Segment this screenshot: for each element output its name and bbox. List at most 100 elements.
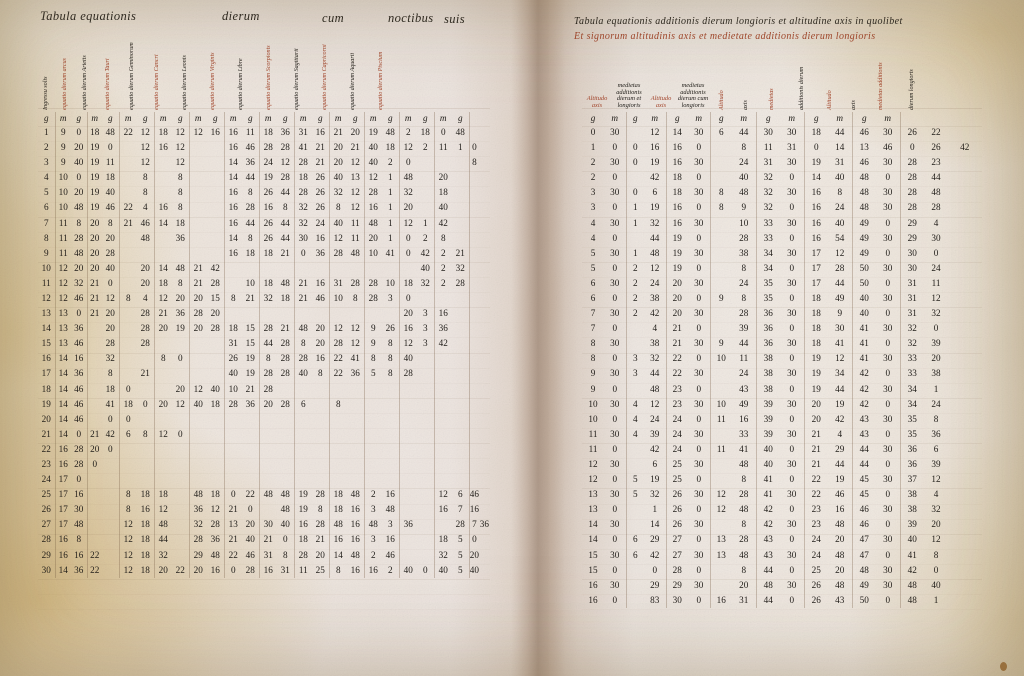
table-cell: 10: [716, 353, 726, 364]
table-cell: [710, 563, 732, 578]
table-cell: [452, 321, 470, 337]
table-cell: 44: [732, 336, 757, 352]
table-cell: 18: [102, 170, 120, 186]
table-cell: 47: [859, 549, 869, 560]
table-cell: 32: [102, 351, 120, 367]
table-cell: [347, 441, 365, 458]
right-column-headers: Altitudo axis medietas additionis dierum …: [582, 42, 982, 110]
table-cell: 18: [333, 504, 343, 515]
table-cell: 23: [811, 519, 821, 530]
table-cell: [172, 457, 190, 473]
table-row: 8 0 3 32 22 0 10 11 38 0 19 12 41 30 33 20: [582, 351, 982, 367]
table-cell: 22: [672, 353, 682, 364]
table-cell: 0: [688, 562, 711, 578]
table-cell: [364, 427, 382, 442]
table-cell: 14: [58, 564, 68, 575]
table-cell: 44: [158, 534, 168, 545]
table-cell: 8: [732, 562, 757, 578]
table-cell: 48: [859, 564, 869, 575]
table-cell: [452, 291, 470, 307]
table-cell: 17: [811, 277, 821, 288]
table-cell: 12: [403, 142, 413, 153]
table-cell: [137, 245, 155, 261]
column-header-label: equatio dierum Sagittarii: [293, 48, 300, 110]
table-cell: 32: [907, 338, 917, 349]
table-cell: 19: [672, 232, 682, 243]
table-cell: 12: [644, 396, 667, 412]
table-cell: 50: [859, 594, 869, 605]
table-cell: 0: [688, 230, 711, 246]
table-cell: 16: [228, 247, 238, 258]
table-cell: [382, 260, 400, 276]
table-cell: [189, 140, 207, 155]
table-cell: 29: [644, 577, 667, 593]
table-cell: 45: [859, 474, 869, 485]
table-cell: 21: [312, 155, 330, 171]
table-cell: 35: [763, 292, 773, 303]
row-number-cell: 11: [588, 428, 598, 439]
table-cell: 30: [604, 426, 627, 442]
table-cell: 49: [732, 396, 757, 412]
table-cell: 2: [632, 277, 638, 288]
row-number-cell: 14: [38, 321, 56, 337]
table-cell: [434, 442, 452, 457]
table-cell: 8: [277, 547, 295, 563]
ruling-line: [582, 488, 982, 490]
table-cell: 30: [263, 519, 273, 530]
table-cell: 20: [828, 562, 853, 578]
table-cell: 9: [60, 126, 66, 137]
subheader-cell: m: [688, 112, 711, 125]
table-cell: [119, 442, 137, 457]
table-row: 27 17 48 12 18 48 32 28 13 20 30 40 16 28 48 16 48 3 36 28 7…: [38, 517, 490, 533]
table-cell: 0: [71, 125, 88, 141]
table-cell: 0: [417, 562, 435, 578]
table-cell: 26: [811, 594, 821, 605]
table-cell: [224, 261, 242, 276]
ruling-line: [38, 458, 490, 459]
table-cell: [119, 246, 137, 261]
table-cell: 8: [242, 230, 260, 246]
table-cell: 0: [876, 547, 901, 563]
ruling-line: [582, 519, 982, 520]
table-cell: [154, 457, 172, 472]
table-cell: 30: [876, 230, 901, 246]
table-cell: [347, 472, 365, 488]
table-cell: 31: [780, 140, 805, 156]
table-cell: 28: [137, 306, 155, 322]
table-cell: 36: [71, 321, 88, 337]
table-cell: [119, 457, 137, 472]
ruling-line: [582, 232, 982, 233]
table-cell: [207, 185, 225, 201]
ruling-line: [582, 126, 982, 127]
table-cell: [87, 367, 102, 382]
table-cell: 30: [876, 441, 901, 458]
table-cell: 36: [312, 245, 330, 261]
table-cell: 8: [472, 157, 477, 168]
ruling-line: [582, 261, 982, 263]
column-header-cell: axis: [842, 48, 866, 110]
ruling-line: [582, 352, 982, 354]
ruling-line: [582, 504, 982, 505]
table-cell: 44: [763, 594, 773, 605]
table-cell: 0: [876, 487, 901, 503]
table-cell: 46: [876, 140, 901, 156]
table-cell: 16: [58, 459, 68, 469]
table-cell: 4: [828, 426, 853, 442]
table-cell: 0: [688, 381, 711, 397]
table-cell: 20: [193, 564, 203, 575]
ruling-line: [38, 307, 490, 309]
table-cell: 21: [137, 366, 155, 382]
row-number-cell: 11: [588, 443, 598, 454]
table-cell: 14: [228, 232, 238, 243]
table-cell: [417, 200, 435, 216]
table-cell: [154, 382, 172, 397]
table-cell: [312, 457, 330, 473]
table-cell: 49: [859, 232, 869, 243]
table-cell: [329, 442, 347, 457]
table-cell: [119, 140, 137, 155]
table-cell: 21: [312, 532, 330, 548]
table-cell: 18: [333, 489, 343, 500]
table-cell: 20: [672, 277, 682, 288]
table-cell: [294, 457, 312, 472]
